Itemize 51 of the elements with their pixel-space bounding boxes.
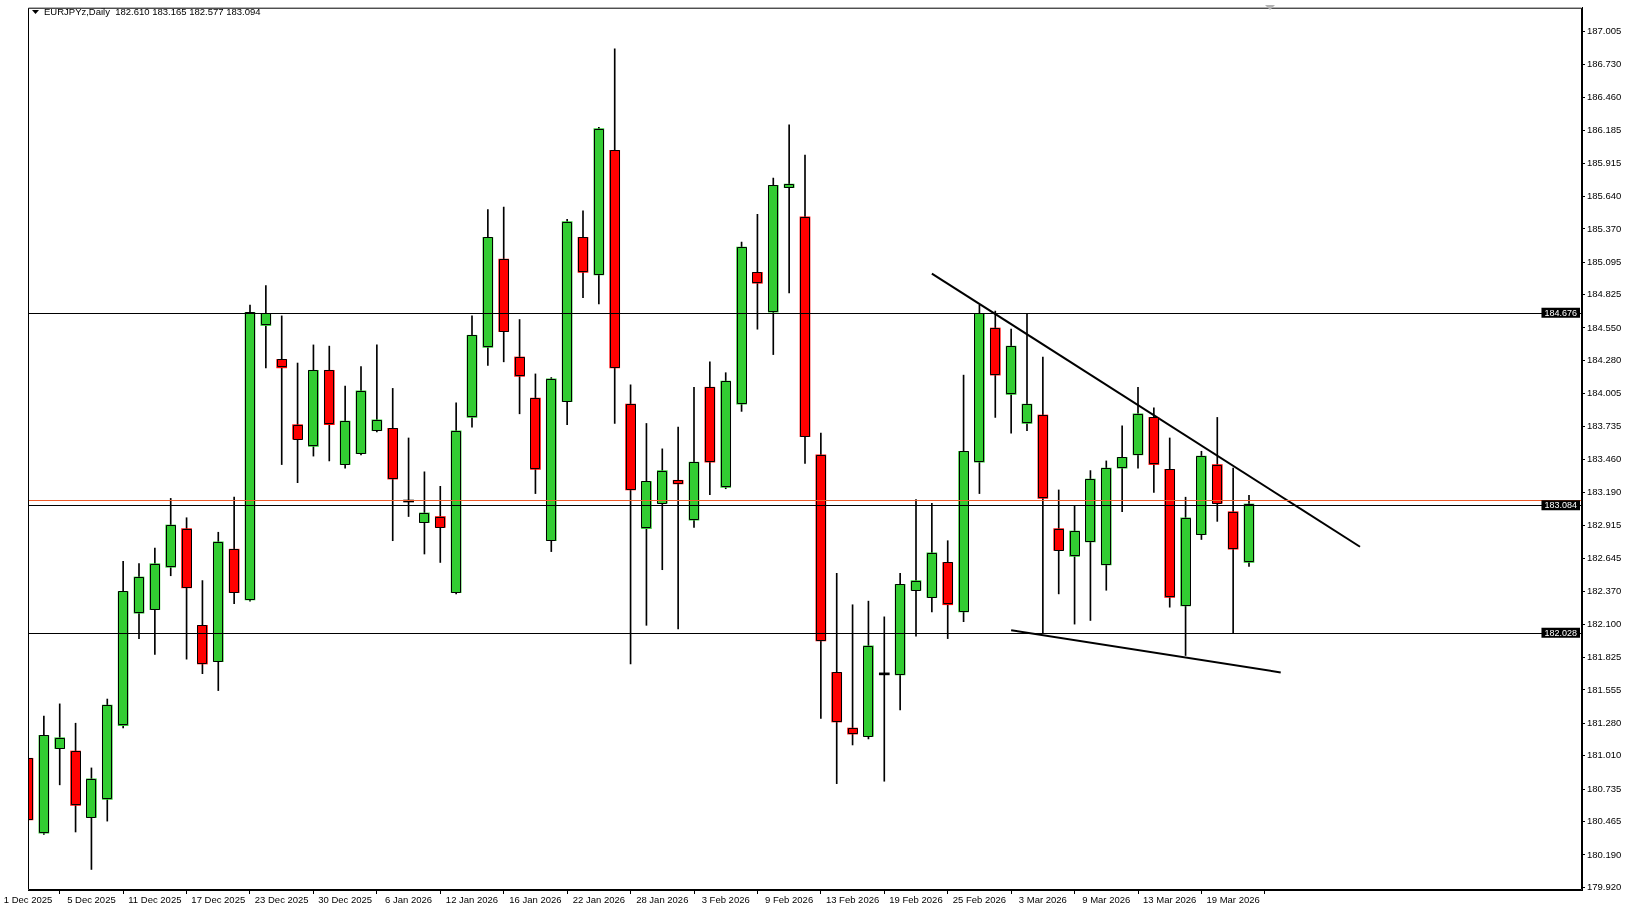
ref-line-label: 183.084: [1544, 500, 1577, 511]
y-tick-label: 184.005: [1587, 387, 1622, 399]
y-tick-label: 185.915: [1587, 156, 1622, 168]
x-tick-label: 16 Jan 2026: [509, 894, 562, 906]
y-tick-label: 182.100: [1587, 617, 1622, 629]
x-tick-label: 9 Feb 2026: [765, 894, 814, 906]
y-tick-label: 183.735: [1587, 420, 1622, 432]
x-tick-label: 1 Dec 2025: [3, 894, 53, 906]
x-tick-label: 19 Feb 2026: [889, 894, 943, 906]
x-tick-label: 19 Mar 2026: [1206, 894, 1260, 906]
y-tick-label: 181.825: [1587, 650, 1622, 662]
x-tick-label: 9 Mar 2026: [1082, 894, 1131, 906]
x-tick-label: 30 Dec 2025: [318, 894, 373, 906]
y-tick-label: 180.190: [1587, 848, 1622, 860]
y-tick-label: 181.555: [1587, 683, 1622, 695]
y-tick-label: 185.370: [1587, 222, 1622, 234]
ref-line-label: 182.028: [1544, 627, 1577, 638]
y-tick-label: 180.735: [1587, 782, 1622, 794]
x-tick-label: 3 Feb 2026: [701, 894, 750, 906]
ref-line-label: 184.676: [1544, 307, 1577, 318]
y-tick-label: 186.460: [1587, 90, 1622, 102]
x-tick-label: 5 Dec 2025: [67, 894, 116, 906]
y-tick-label: 185.095: [1587, 255, 1622, 267]
y-tick-label: 186.730: [1587, 58, 1622, 70]
y-tick-label: 179.920: [1587, 881, 1622, 893]
y-tick-label: 186.185: [1587, 124, 1622, 135]
y-tick-label: 187.005: [1587, 24, 1622, 36]
x-tick-label: 17 Dec 2025: [191, 894, 246, 906]
y-tick-label: 183.190: [1587, 485, 1622, 497]
y-tick-label: 181.280: [1587, 716, 1622, 728]
y-tick-label: 182.645: [1587, 551, 1622, 563]
y-tick-label: 182.370: [1587, 585, 1622, 597]
x-tick-label: 13 Mar 2026: [1143, 894, 1197, 906]
x-tick-label: 28 Jan 2026: [636, 894, 689, 906]
y-tick-label: 182.915: [1587, 519, 1622, 531]
y-tick-label: 183.460: [1587, 453, 1622, 465]
x-tick-label: 13 Feb 2026: [825, 894, 880, 906]
y-tick-label: 181.010: [1587, 749, 1622, 761]
x-tick-label: 11 Dec 2025: [128, 894, 182, 906]
y-tick-label: 180.465: [1587, 815, 1622, 827]
x-tick-label: 6 Jan 2026: [385, 894, 433, 906]
x-tick-label: 22 Jan 2026: [572, 894, 626, 906]
x-tick-label: 3 Mar 2026: [1018, 894, 1067, 906]
chart-title: EURJPYz,Daily 182.610 183.165 182.577 183.094: [44, 6, 261, 17]
x-tick-label: 23 Dec 2025: [254, 894, 309, 906]
y-tick-label: 184.550: [1587, 321, 1622, 333]
x-tick-label: 12 Jan 2026: [445, 894, 499, 906]
x-tick-label: 25 Feb 2026: [952, 894, 1007, 906]
y-tick-label: 185.640: [1587, 189, 1622, 201]
y-tick-label: 184.280: [1587, 354, 1622, 366]
y-tick-label: 184.825: [1587, 288, 1622, 300]
